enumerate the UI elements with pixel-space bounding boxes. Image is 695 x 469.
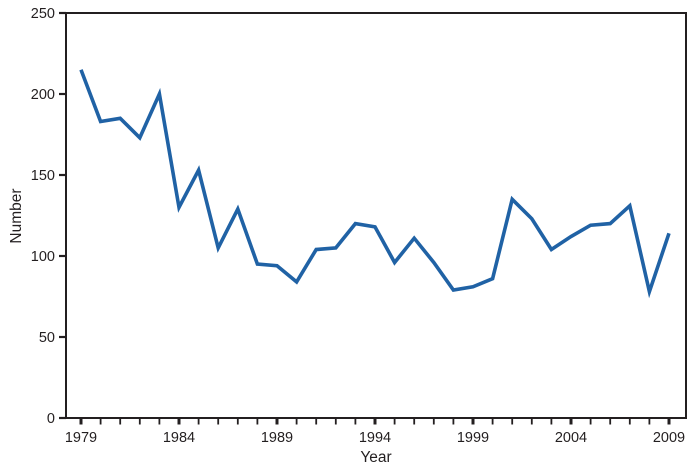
x-axis-title: Year [360,449,392,466]
x-tick-label: 1984 [163,430,195,446]
y-tick-label: 250 [31,6,55,22]
y-tick-label: 0 [47,411,55,427]
y-axis-title: Number [8,188,25,244]
x-tick-label: 1994 [359,430,391,446]
x-tick-label: 1989 [261,430,293,446]
y-tick-label: 200 [31,87,55,103]
x-tick-label: 2004 [555,430,587,446]
y-tick-label: 50 [39,330,55,346]
data-line [79,69,671,299]
y-tick-label: 150 [31,168,55,184]
y-tick-label: 100 [31,249,55,265]
x-tick-label: 1979 [65,430,97,446]
x-tick-label: 1999 [457,430,489,446]
plot-border [65,12,687,419]
x-tick-label: 2009 [653,430,685,446]
